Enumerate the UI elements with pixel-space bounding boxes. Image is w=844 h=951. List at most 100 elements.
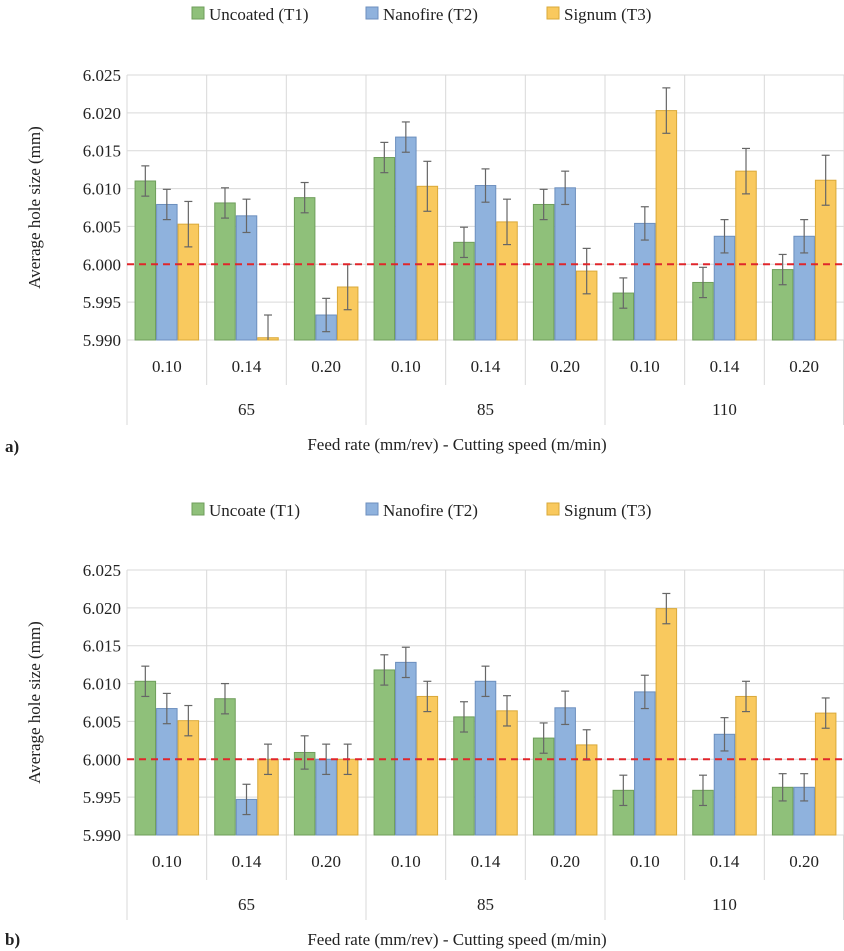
y-tick-label: 6.015 (83, 637, 121, 656)
group-label: 65 (238, 895, 255, 914)
x-tick-label: 0.20 (789, 852, 819, 871)
bar-nanofire-t2 (634, 691, 656, 836)
error-bar (300, 181, 309, 214)
legend-label: Nanofire (T2) (383, 5, 478, 24)
legend-label: Nanofire (T2) (383, 501, 478, 520)
error-bar (141, 665, 150, 698)
bar-signum-t3 (814, 712, 837, 836)
x-tick-label: 0.10 (152, 357, 182, 376)
y-tick-label: 6.025 (83, 66, 121, 85)
bar-signum-t3 (735, 695, 757, 836)
group-label: 110 (712, 895, 737, 914)
error-bar (800, 219, 809, 254)
x-tick-label: 0.14 (471, 852, 501, 871)
bar-uncoated-t1 (214, 202, 236, 341)
error-bar (401, 646, 410, 679)
error-bar (662, 87, 671, 134)
error-bar (720, 717, 729, 752)
bar-nanofire-t2 (395, 661, 417, 836)
error-bar (640, 206, 649, 241)
group-label: 110 (712, 400, 737, 419)
y-tick-label: 6.000 (83, 255, 121, 274)
error-bar (162, 692, 171, 725)
x-axis-title: Feed rate (mm/rev) - Cutting speed (m/mi… (307, 435, 606, 454)
x-axis-title: Feed rate (mm/rev) - Cutting speed (m/mi… (307, 930, 606, 949)
legend-swatch (365, 6, 379, 20)
bar-uncoate-t1 (373, 669, 396, 836)
y-tick-label: 5.995 (83, 788, 121, 807)
bar-uncoated-t1 (293, 197, 316, 341)
error-bar (698, 774, 707, 807)
y-tick-label: 6.015 (83, 142, 121, 161)
x-tick-label: 0.10 (630, 357, 660, 376)
x-tick-label: 0.14 (232, 852, 262, 871)
error-bar (720, 219, 729, 254)
error-bar (220, 682, 229, 715)
error-bar (619, 774, 628, 807)
y-tick-label: 6.005 (83, 712, 121, 731)
error-bar (162, 188, 171, 221)
error-bar (242, 783, 251, 816)
error-bar (503, 695, 512, 727)
bar-uncoated-t1 (373, 157, 396, 341)
x-tick-label: 0.10 (152, 852, 182, 871)
x-tick-label: 0.20 (550, 357, 580, 376)
error-bar (539, 722, 548, 754)
chart-panel-a: 5.990 5.995 6.000 6.005 6.010 6.015 6.020 6.025… (5, 5, 844, 456)
bar-nanofire-t2 (554, 707, 576, 836)
bar-uncoate-t1 (214, 698, 236, 836)
error-bar (401, 121, 410, 153)
y-tick-label: 6.020 (83, 104, 121, 123)
bar-signum-t3 (496, 710, 518, 836)
error-bar (322, 297, 331, 333)
group-label: 85 (477, 895, 494, 914)
x-tick-label: 0.10 (391, 357, 421, 376)
y-tick-label: 6.000 (83, 750, 121, 769)
x-tick-label: 0.14 (710, 357, 740, 376)
bar-signum-t3 (655, 608, 678, 836)
error-bar (220, 187, 229, 219)
x-tick-label: 0.14 (232, 357, 262, 376)
error-bar (778, 773, 787, 802)
error-bar (141, 165, 150, 197)
bar-uncoate-t1 (453, 716, 475, 836)
bar-uncoated-t1 (134, 180, 157, 341)
error-bar (481, 168, 490, 203)
error-bar (742, 680, 751, 713)
legend-swatch (546, 502, 560, 516)
panel-label: a) (5, 437, 19, 456)
x-tick-label: 0.14 (710, 852, 740, 871)
y-tick-label: 5.995 (83, 293, 121, 312)
x-tick-label: 0.20 (789, 357, 819, 376)
x-tick-label: 0.10 (391, 852, 421, 871)
bar-signum-t3 (416, 695, 439, 836)
legend-label: Uncoated (T1) (209, 5, 309, 24)
y-tick-label: 6.005 (83, 217, 121, 236)
error-bar (742, 147, 751, 195)
error-bar (423, 680, 432, 713)
error-bar (662, 592, 671, 625)
error-bar (300, 735, 309, 770)
error-bar (800, 773, 809, 802)
y-tick-label: 5.990 (83, 826, 121, 845)
error-bar (640, 674, 649, 710)
bar-uncoated-t1 (532, 203, 555, 341)
panel-label: b) (5, 930, 20, 949)
legend-swatch (546, 6, 560, 20)
error-bar (380, 141, 389, 174)
x-tick-label: 0.20 (311, 852, 341, 871)
error-bar (184, 200, 193, 248)
legend-label: Uncoate (T1) (209, 501, 300, 520)
error-bar (698, 266, 707, 299)
bar-signum-t3 (735, 170, 757, 341)
bar-nanofire-t2 (395, 136, 417, 341)
y-tick-label: 6.010 (83, 675, 121, 694)
bar-signum-t3 (177, 720, 200, 836)
error-bar (184, 704, 193, 737)
error-bar (264, 743, 273, 776)
bar-nanofire-t2 (474, 680, 497, 836)
error-bar (619, 277, 628, 309)
error-bar (503, 198, 512, 246)
y-tick-label: 6.020 (83, 599, 121, 618)
